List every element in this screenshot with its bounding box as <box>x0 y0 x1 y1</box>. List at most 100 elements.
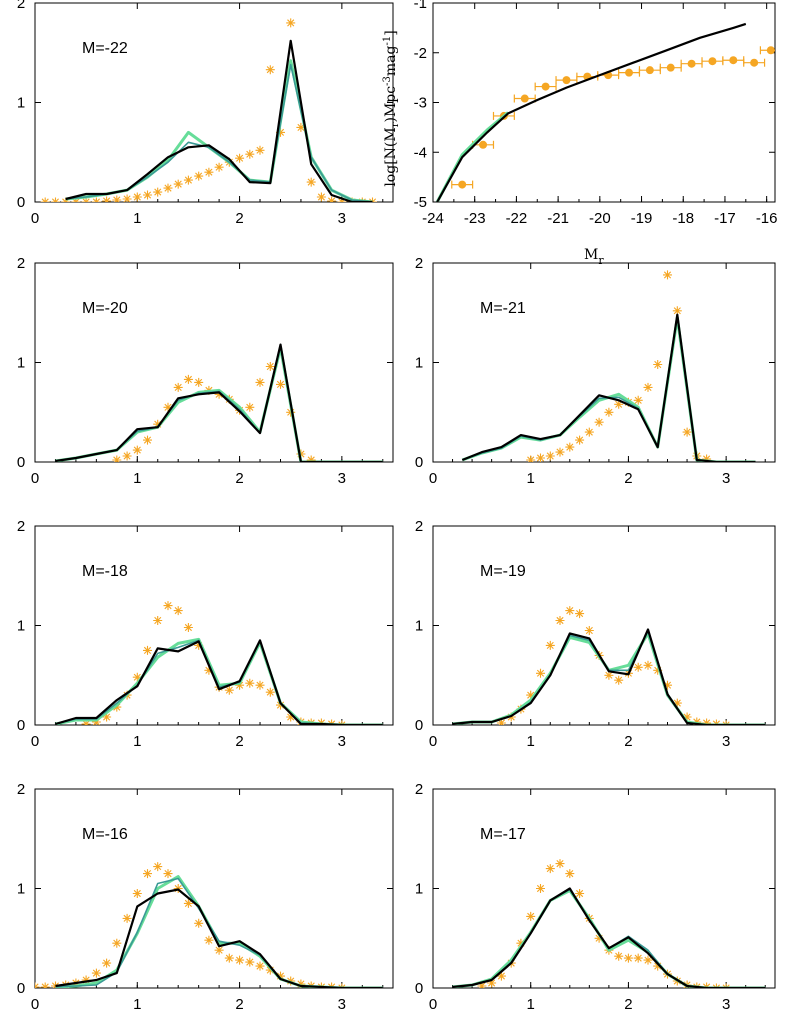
data-point <box>541 82 550 91</box>
data-point <box>91 968 101 978</box>
data-point <box>214 389 224 399</box>
series-line-black <box>55 343 383 462</box>
data-point <box>643 955 653 965</box>
series-line <box>461 316 756 462</box>
x-tick-label: 3 <box>722 733 730 750</box>
data-point <box>614 399 624 409</box>
data-point <box>555 616 565 625</box>
data-point <box>245 149 255 159</box>
y-tick-label: 1 <box>17 881 25 898</box>
panel-1: 0 1 2 3 0 1 2 M=-22 <box>17 0 394 227</box>
data-point <box>479 140 488 149</box>
data-point <box>204 167 214 177</box>
y-tick-label: -4 <box>414 144 427 161</box>
panel-3: 0 1 2 3 0 1 2 M=-20 <box>17 255 394 487</box>
data-point <box>81 197 91 202</box>
data-point <box>132 445 142 455</box>
data-point <box>526 455 536 462</box>
data-point <box>296 979 306 988</box>
data-point <box>276 127 285 137</box>
data-point <box>194 171 204 181</box>
x-tick-label: 3 <box>722 996 730 1013</box>
data-point <box>143 869 152 879</box>
data-point <box>687 59 696 68</box>
data-point <box>536 884 545 893</box>
data-point <box>666 63 675 72</box>
data-point <box>296 122 306 132</box>
data-point <box>91 717 101 725</box>
data-point <box>173 606 183 616</box>
data-point <box>653 961 663 971</box>
data-point <box>653 360 663 369</box>
panel-6: 0 1 2 3 0 1 2 M=-19 <box>415 518 776 750</box>
data-point <box>255 145 265 155</box>
data-point <box>565 442 575 452</box>
plot-frame <box>432 2 776 203</box>
data-point <box>633 662 643 672</box>
data-point <box>143 435 152 445</box>
series-line <box>55 888 383 988</box>
data-point <box>594 417 604 427</box>
data-point <box>112 195 122 202</box>
data-point <box>276 971 285 981</box>
y-tick-label: -2 <box>414 45 427 62</box>
data-point <box>702 718 712 725</box>
data-point <box>555 859 565 869</box>
series-line <box>461 313 756 462</box>
data-point <box>235 955 245 965</box>
x-tick-label: 0 <box>31 733 39 750</box>
panel-label: M=-20 <box>82 300 128 317</box>
series-line-teal <box>55 345 383 462</box>
y-tick-label: 0 <box>415 980 423 997</box>
x-tick-label: 1 <box>133 470 141 487</box>
series-line <box>65 39 373 202</box>
data-point <box>623 953 633 963</box>
data-point <box>584 427 594 437</box>
x-tick-label: 2 <box>235 996 243 1013</box>
data-point <box>163 183 173 193</box>
y-tick-label: 2 <box>17 0 25 12</box>
y-tick-label: 2 <box>415 518 423 535</box>
data-point <box>194 918 204 928</box>
panel-4: 0 1 2 3 0 1 2 M=-21 <box>415 255 776 487</box>
data-point <box>565 869 575 879</box>
x-tick-label: 2 <box>235 733 243 750</box>
x-tick-label: 3 <box>722 470 730 487</box>
y-tick-label: 0 <box>17 980 25 997</box>
data-point <box>316 192 326 202</box>
data-point <box>286 18 296 28</box>
data-point <box>633 395 643 405</box>
data-point <box>682 427 692 437</box>
data-point <box>526 911 536 921</box>
data-point <box>653 665 663 675</box>
data-point <box>643 382 653 392</box>
data-point <box>729 56 738 65</box>
data-point <box>477 981 487 988</box>
x-tick-label: 0 <box>429 996 437 1013</box>
data-point <box>40 197 50 202</box>
series-line <box>55 345 383 462</box>
series-line-black <box>55 888 383 988</box>
series-line-black <box>461 313 756 462</box>
x-tick-label: -17 <box>714 210 736 227</box>
data-point <box>132 889 142 898</box>
data-point <box>672 698 682 708</box>
y-tick-label: 1 <box>415 881 423 898</box>
panel-2: -24 -23 -22 -21 -20 -19 -18 -17 -16 -5 -4 -3 -2 -1 Mr l… <box>382 0 778 267</box>
data-point <box>194 377 204 387</box>
data-point <box>35 982 40 988</box>
x-tick-label: 1 <box>133 733 141 750</box>
data-point <box>614 951 624 961</box>
y-tick-label: 2 <box>17 518 25 535</box>
series-line <box>65 63 373 202</box>
data-point <box>214 945 224 955</box>
data-point <box>545 640 555 650</box>
data-point <box>604 670 614 680</box>
data-point <box>286 712 296 722</box>
panel-8: 0 1 2 3 0 1 2 M=-17 <box>415 781 776 1013</box>
series-line <box>55 875 383 988</box>
data-point <box>545 864 555 874</box>
y-tick-label: 1 <box>415 355 423 372</box>
data-point <box>520 94 529 103</box>
data-point <box>516 938 526 948</box>
